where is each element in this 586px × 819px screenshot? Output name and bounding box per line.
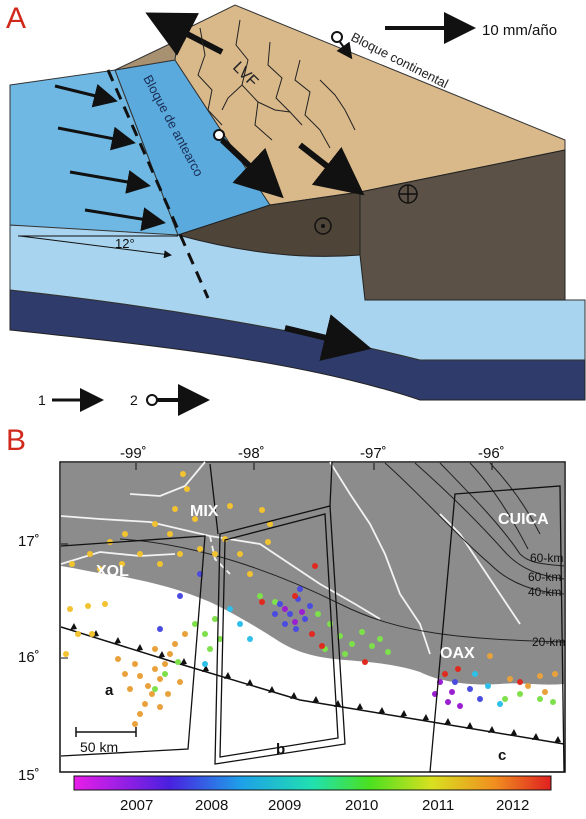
box-label-c: c	[498, 747, 506, 764]
slab-motion-arrow	[284, 314, 372, 361]
lateral-motion-arrow	[219, 137, 284, 199]
continental-front-face	[359, 149, 566, 301]
colorbar-tick-label: 2007	[120, 797, 153, 814]
colorbar-tick-label: 2008	[195, 797, 228, 814]
gps-site-marker	[331, 31, 343, 43]
legend-2-label: 2	[130, 392, 138, 408]
tremor-dots-early	[157, 571, 483, 702]
region-label-mix: MIX	[190, 503, 219, 520]
convergence-arrow	[57, 126, 136, 151]
study-boxes	[60, 461, 565, 773]
region-label-xol: XOL	[96, 563, 129, 580]
colorbar-tick-label: 2009	[268, 797, 301, 814]
legend-1-label: 1	[38, 392, 46, 408]
tremor-dots-late	[63, 471, 273, 657]
convergence-arrow	[54, 84, 118, 108]
gps-site-marker	[213, 129, 225, 141]
tremor-dots-orange	[115, 631, 558, 727]
panel-a-letter: A	[6, 2, 27, 35]
box-b-inner	[219, 513, 339, 758]
lat-tick-label: 17˚	[18, 533, 40, 550]
box-a	[60, 535, 206, 757]
panel-a-block-diagram: 12° Bloque de antearco Bloque continenta…	[9, 4, 586, 416]
colorbar	[73, 775, 552, 791]
out-of-page-symbol	[314, 217, 332, 235]
colorbar-tick-label: 2011	[422, 797, 454, 814]
contour-label: 20-km	[532, 635, 565, 649]
trench-line	[106, 69, 210, 299]
lon-tick-label: -98˚	[238, 445, 265, 462]
box-c	[429, 485, 565, 773]
trench-teeth	[70, 623, 561, 743]
scale-bar-label: 50 km	[80, 739, 118, 755]
box-label-b: b	[276, 741, 285, 758]
legend-2-marker	[146, 394, 158, 406]
lat-tick-label: 15˚	[18, 767, 40, 784]
land-polygon	[61, 463, 564, 685]
angle-label: 12°	[115, 236, 135, 251]
box-label-a: a	[105, 682, 114, 699]
panel-b-letter: B	[6, 424, 27, 457]
gps-site-arrow	[336, 41, 353, 60]
angle-arrow	[19, 235, 172, 259]
convergence-arrow	[84, 207, 166, 232]
convergence-arrow	[69, 170, 151, 194]
colorbar-tick-label: 2012	[496, 797, 529, 814]
state-boundaries	[60, 461, 521, 655]
contour-label: 60-km	[528, 570, 561, 584]
contour-label: 40-km	[528, 585, 561, 599]
contour-label: 60-km	[530, 551, 563, 565]
panel-b-map: -99˚ -98˚ -97˚ -96˚ 17˚ 16˚ 15˚	[18, 445, 566, 814]
region-label-oax: OAX	[440, 645, 475, 662]
map-area: 60-km 60-km 40-km 20-km	[59, 461, 566, 773]
region-label-cuica: CUICA	[498, 511, 549, 528]
fault-traces	[197, 19, 356, 149]
lat-tick-label: 16˚	[18, 649, 40, 666]
colorbar-tick-label: 2010	[345, 797, 378, 814]
scale-arrow-label: 10 mm/año	[482, 22, 557, 39]
tremor-dots-purple	[282, 606, 463, 709]
lon-tick-label: -99˚	[120, 445, 147, 462]
tremor-dots-red	[259, 563, 523, 685]
lon-tick-label: -97˚	[360, 445, 387, 462]
box-b	[214, 505, 346, 765]
lateral-motion-arrow	[298, 142, 365, 196]
lateral-motion-arrow	[145, 12, 224, 56]
slab-contours	[119, 462, 565, 643]
tremor-dots-cyan	[202, 606, 503, 707]
lon-tick-label: -96˚	[478, 445, 505, 462]
